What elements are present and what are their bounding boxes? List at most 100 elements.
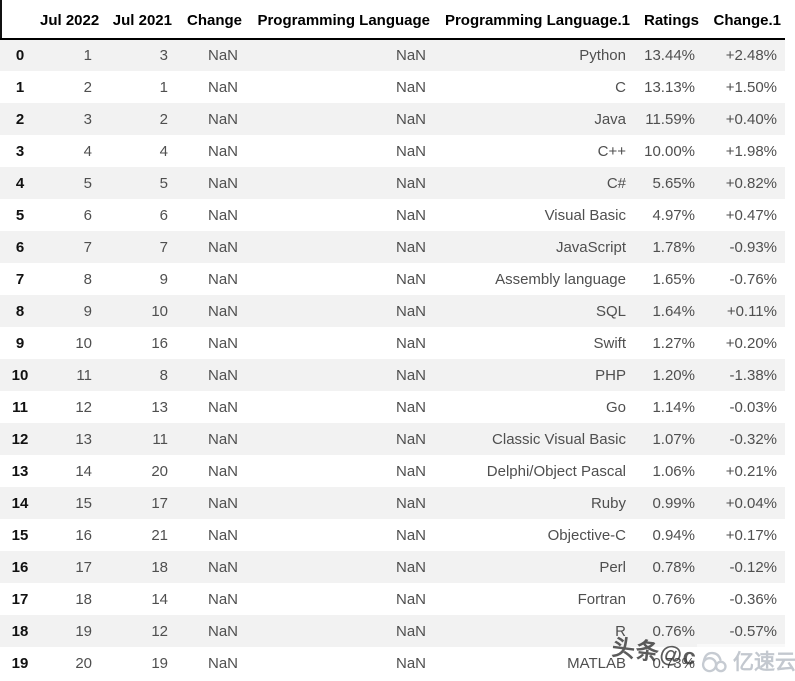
row-index: 8 xyxy=(15,302,25,320)
table-cell: 17 xyxy=(75,558,92,576)
table-cell: NaN xyxy=(395,430,426,448)
table-cell: 13 xyxy=(151,398,168,416)
table-cell: +0.47% xyxy=(725,206,777,224)
table-cell: 11 xyxy=(76,366,92,384)
table-cell: NaN xyxy=(395,654,426,672)
table-row: 17 18 14 NaN NaN Fortran 0.76% -0.36% xyxy=(0,583,785,615)
index-column-header xyxy=(0,0,40,40)
column-header: Programming Language xyxy=(246,0,434,40)
table-cell: R xyxy=(615,622,626,640)
table-cell: NaN xyxy=(395,142,426,160)
table-cell: 9 xyxy=(83,302,92,320)
table-cell: NaN xyxy=(207,206,238,224)
table-cell: Python xyxy=(579,47,626,64)
table-cell: 13.13% xyxy=(644,78,695,96)
table-cell: 11 xyxy=(152,430,168,448)
table-cell: 1 xyxy=(159,78,168,96)
row-index: 9 xyxy=(15,334,25,352)
table-cell: 18 xyxy=(151,558,168,576)
row-index: 4 xyxy=(15,174,25,192)
table-cell: NaN xyxy=(395,462,426,480)
table-cell: NaN xyxy=(395,47,426,64)
table-row: 9 10 16 NaN NaN Swift 1.27% +0.20% xyxy=(0,327,785,359)
table-cell: 18 xyxy=(75,590,92,608)
table-row: 7 8 9 NaN NaN Assembly language 1.65% -0.76% xyxy=(0,263,785,295)
table-cell: NaN xyxy=(207,526,238,544)
table-cell: 4.97% xyxy=(652,206,695,224)
table-row: 3 4 4 NaN NaN C++ 10.00% +1.98% xyxy=(0,135,785,167)
table-cell: 16 xyxy=(75,526,92,544)
table-cell: 5.65% xyxy=(652,174,695,192)
table-cell: Assembly language xyxy=(495,270,626,288)
table-row: 14 15 17 NaN NaN Ruby 0.99% +0.04% xyxy=(0,487,785,519)
table-cell: -0.76% xyxy=(729,270,777,288)
table-cell: +0.20% xyxy=(725,334,777,352)
table-cell: +0.04% xyxy=(725,494,777,512)
table-cell: Objective-C xyxy=(547,526,626,544)
table-cell: 14 xyxy=(151,590,168,608)
table-cell: NaN xyxy=(207,366,238,384)
table-row: 0 1 3 NaN NaN Python 13.44% +2.48% xyxy=(0,39,785,71)
table-cell: -0.32% xyxy=(729,430,777,448)
table-cell: NaN xyxy=(207,622,238,640)
table-cell: 1.78% xyxy=(652,238,695,256)
table-cell: NaN xyxy=(395,366,426,384)
table-cell: 0.76% xyxy=(652,622,695,640)
table-cell: -0.03% xyxy=(729,398,777,416)
table-cell: 4 xyxy=(159,142,168,160)
table-cell: 13.44% xyxy=(644,47,695,64)
table-cell: NaN xyxy=(207,334,238,352)
table-cell: 3 xyxy=(159,47,168,64)
table-cell: NaN xyxy=(207,398,238,416)
table-cell: +0.82% xyxy=(725,174,777,192)
table-cell: NaN xyxy=(207,47,238,64)
column-header: Programming Language.1 xyxy=(434,0,634,40)
table-cell: 0.76% xyxy=(652,590,695,608)
column-header: Jul 2022 xyxy=(40,0,100,40)
row-index: 15 xyxy=(11,526,29,544)
table-cell: 15 xyxy=(75,494,92,512)
table-cell: Java xyxy=(594,110,626,128)
row-index: 18 xyxy=(11,622,29,640)
table-row: 2 3 2 NaN NaN Java 11.59% +0.40% xyxy=(0,103,785,135)
table-cell: +2.48% xyxy=(725,47,777,64)
table-cell: -0.12% xyxy=(729,558,777,576)
table-row: 12 13 11 NaN NaN Classic Visual Basic 1.07% -0.… xyxy=(0,423,785,455)
table-row: 4 5 5 NaN NaN C# 5.65% +0.82% xyxy=(0,167,785,199)
table-row: 1 2 1 NaN NaN C 13.13% +1.50% xyxy=(0,71,785,103)
table-body: 0 1 3 NaN NaN Python 13.44% +2.48% 1 2 1 NaN NaN C 13.… xyxy=(0,39,785,679)
table-cell: NaN xyxy=(395,494,426,512)
table-cell: 20 xyxy=(75,654,92,672)
row-index: 13 xyxy=(11,462,29,480)
table-cell: 10 xyxy=(151,302,168,320)
column-header: Change.1 xyxy=(703,0,785,40)
table-cell: NaN xyxy=(207,142,238,160)
row-index: 6 xyxy=(15,238,25,256)
table-cell: C xyxy=(615,78,626,96)
row-index: 19 xyxy=(11,654,29,672)
table-cell: NaN xyxy=(395,590,426,608)
table-row: 10 11 8 NaN NaN PHP 1.20% -1.38% xyxy=(0,359,785,391)
table-cell: 0.94% xyxy=(652,526,695,544)
table-cell: Classic Visual Basic xyxy=(492,430,626,448)
table-cell: 8 xyxy=(83,270,92,288)
table-cell: NaN xyxy=(395,398,426,416)
table-row: 18 19 12 NaN NaN R 0.76% -0.57% xyxy=(0,615,785,647)
table-row: 16 17 18 NaN NaN Perl 0.78% -0.12% xyxy=(0,551,785,583)
table-cell: NaN xyxy=(395,526,426,544)
table-cell: Delphi/Object Pascal xyxy=(486,462,626,480)
table-cell: -0.57% xyxy=(729,622,777,640)
table-row: 11 12 13 NaN NaN Go 1.14% -0.03% xyxy=(0,391,785,423)
table-cell: 5 xyxy=(159,174,168,192)
table-cell: NaN xyxy=(395,334,426,352)
table-cell: NaN xyxy=(207,110,238,128)
table-cell: 0.78% xyxy=(652,558,695,576)
table-cell: Perl xyxy=(599,558,626,576)
table-cell: 1.14% xyxy=(652,398,695,416)
header-row: Jul 2022 Jul 2021 Change Programming Langua… xyxy=(0,0,785,40)
table-cell: NaN xyxy=(395,270,426,288)
table-cell: NaN xyxy=(207,494,238,512)
row-index: 16 xyxy=(11,558,29,576)
screenshot-edge-artifact xyxy=(0,0,2,38)
